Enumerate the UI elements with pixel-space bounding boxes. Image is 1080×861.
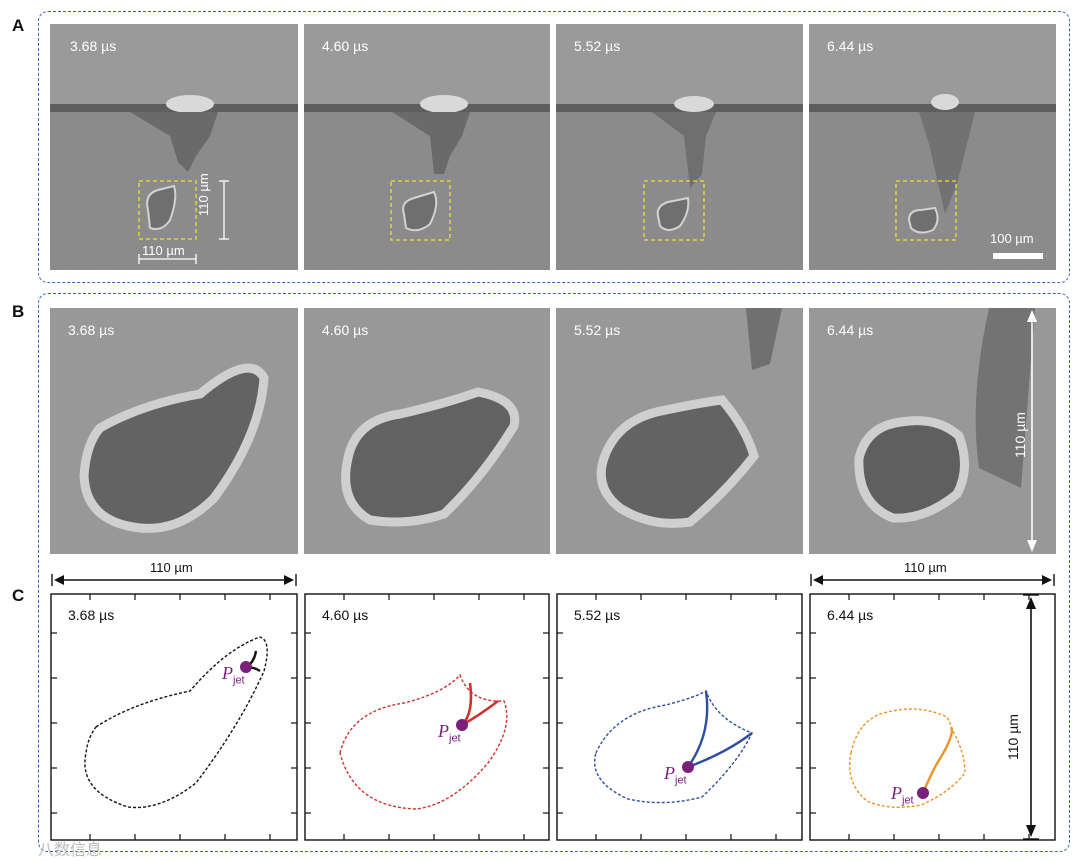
roi-height-label: 110 µm: [196, 173, 211, 216]
jet-point-label: Pjet: [222, 663, 245, 687]
zoom-image-b-4: 6.44 µs: [809, 308, 1056, 554]
time-label: 3.68 µs: [70, 38, 117, 54]
width-label-left: 110 µm: [150, 560, 193, 575]
xray-image-a-2: 4.60 µs: [304, 24, 550, 270]
panel-a-frame: [38, 11, 1070, 283]
contour-plot-c-4: 6.44 µs Pjet: [809, 593, 1056, 841]
xray-image-a-3: 5.52 µs: [556, 24, 803, 270]
jet-point-label: Pjet: [438, 721, 461, 745]
time-label: 3.68 µs: [68, 607, 115, 623]
contour-plot-c-1: 3.68 µs Pjet: [50, 593, 298, 841]
xray-image-a-4: 6.44 µs 100 µm: [809, 24, 1056, 270]
time-label: 4.60 µs: [322, 322, 369, 338]
watermark: 八数信息: [38, 842, 103, 859]
jet-point-label: Pjet: [891, 783, 914, 807]
time-label: 6.44 µs: [827, 607, 874, 623]
time-label: 5.52 µs: [574, 38, 621, 54]
time-label: 6.44 µs: [827, 322, 874, 338]
xray-image-a-1: 3.68 µs 110 µm 110 µm: [50, 24, 298, 270]
scale-bar-label: 100 µm: [990, 231, 1034, 246]
jet-point-label: Pjet: [664, 763, 687, 787]
time-label: 4.60 µs: [322, 607, 369, 623]
zoom-image-b-2: 4.60 µs: [304, 308, 550, 554]
width-arrow-left: [51, 574, 297, 586]
time-label: 5.52 µs: [574, 607, 621, 623]
time-label: 5.52 µs: [574, 322, 621, 338]
panel-c-label: C: [12, 586, 25, 605]
panel-bc-frame: [38, 293, 1070, 852]
time-label: 4.60 µs: [322, 38, 369, 54]
width-label-right: 110 µm: [904, 560, 947, 575]
vertical-scale-label-c: 110 µm: [1005, 714, 1021, 760]
zoom-image-b-3: 5.52 µs: [556, 308, 803, 554]
panel-b-label: B: [12, 302, 25, 321]
time-label: 6.44 µs: [827, 38, 874, 54]
contour-plot-c-2: 4.60 µs Pjet: [304, 593, 550, 841]
panel-a-label: A: [12, 16, 25, 35]
contour-plot-c-3: 5.52 µs Pjet: [556, 593, 803, 841]
width-arrow-right: [810, 574, 1055, 586]
vertical-scale-arrow: [1027, 310, 1037, 552]
roi-width-label: 110 µm: [142, 243, 185, 258]
zoom-image-b-1: 3.68 µs: [50, 308, 298, 554]
vertical-scale-label: 110 µm: [1012, 412, 1028, 458]
vertical-scale-arrow-c: [1023, 594, 1039, 840]
time-label: 3.68 µs: [68, 322, 115, 338]
